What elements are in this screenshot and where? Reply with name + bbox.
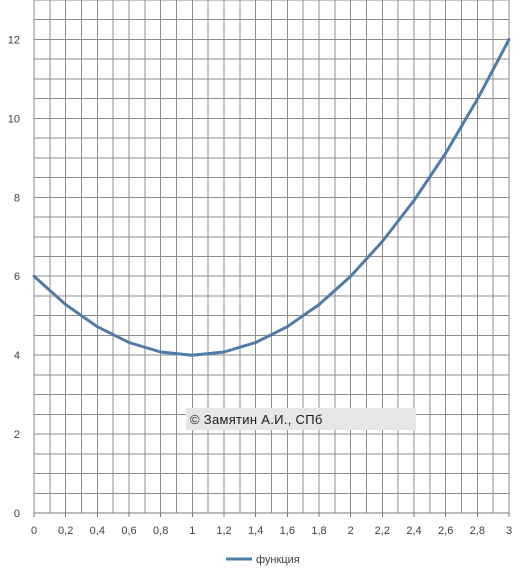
x-tick-label: 2,6 (438, 525, 453, 537)
y-tick-label: 8 (14, 192, 20, 204)
x-tick-label: 2,8 (470, 525, 485, 537)
grid (33, 0, 510, 514)
series-layer (32, 38, 511, 357)
x-tick-labels: 0 0,2 0,4 0,6 0,8 1 1,2 1,4 1,6 1,8 2 2,2 2,4 2,6 2,8 3 (31, 525, 512, 537)
y-tick-label: 6 (14, 271, 20, 283)
legend-label: функция (256, 554, 300, 566)
y-tick-label: 10 (8, 113, 20, 125)
x-tick-label: 1,6 (280, 525, 295, 537)
x-tick-label: 0,2 (58, 525, 73, 537)
x-tick-label: 2,2 (375, 525, 390, 537)
x-tick-label: 1,4 (248, 525, 263, 537)
y-tick-label: 2 (14, 429, 20, 441)
x-tick-label: 3 (506, 525, 512, 537)
x-tick-label: 0,6 (121, 525, 136, 537)
series-line (32, 38, 511, 357)
y-tick-label: 4 (14, 350, 20, 362)
x-tick-label: 1 (189, 525, 195, 537)
watermark-text: © Замятин А.И., СПб (190, 412, 323, 427)
x-tick-label: 0,8 (153, 525, 168, 537)
watermark-background (186, 408, 416, 430)
x-tick-label: 0,4 (90, 525, 105, 537)
y-tick-label: 12 (8, 34, 20, 46)
x-tick-label: 2,4 (406, 525, 421, 537)
legend: функция (226, 554, 300, 566)
y-tick-labels: 0 2 4 6 8 10 12 (8, 34, 20, 520)
watermark: © Замятин А.И., СПб (186, 408, 416, 430)
axes (33, 512, 510, 517)
x-tick-label: 0 (31, 525, 37, 537)
y-tick-label: 0 (14, 508, 20, 520)
x-tick-label: 2 (348, 525, 354, 537)
x-tick-label: 1,8 (311, 525, 326, 537)
x-tick-label: 1,2 (216, 525, 231, 537)
